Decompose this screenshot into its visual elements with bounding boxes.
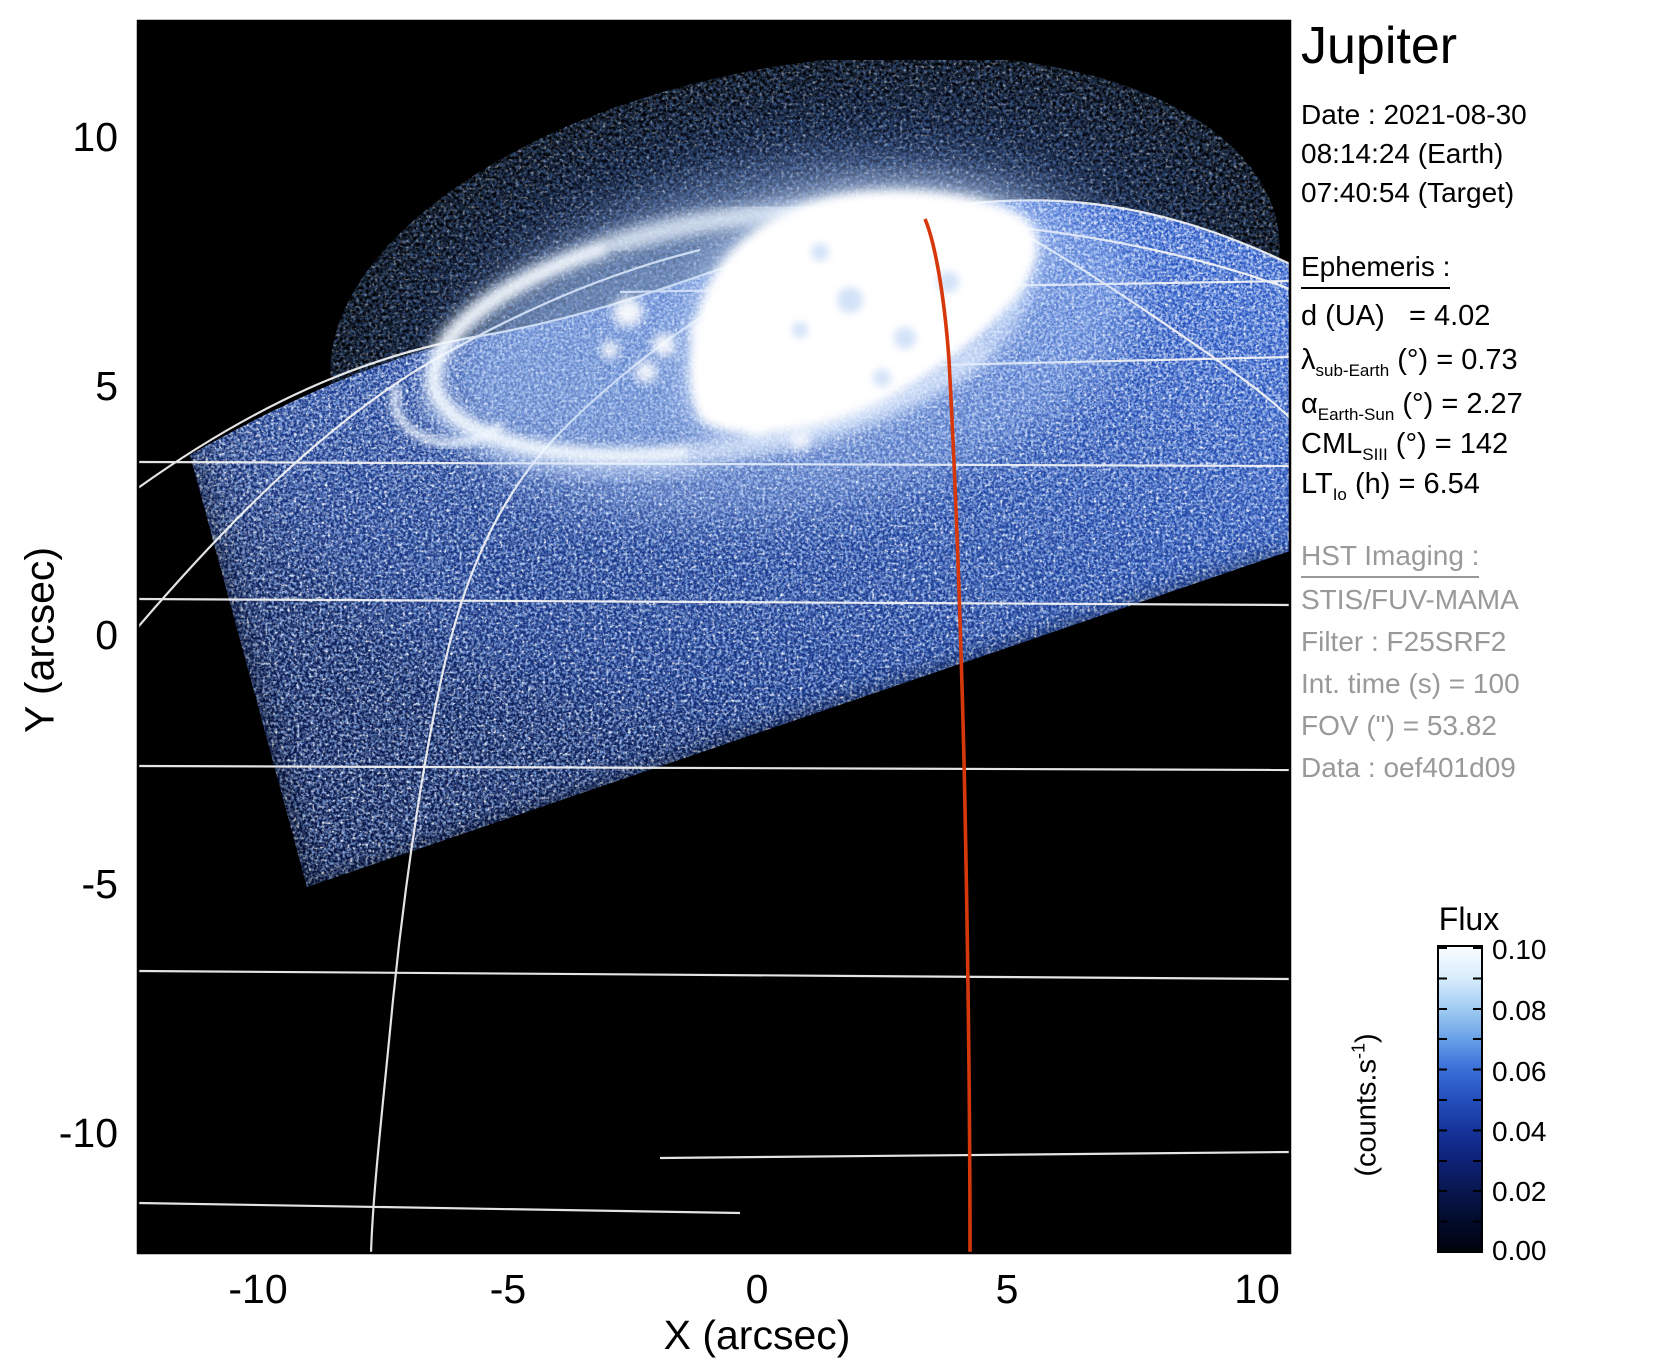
y-tick-label: 0 xyxy=(95,612,118,658)
hst-integration-time: Int. time (s) = 100 xyxy=(1301,668,1520,699)
x-tick-label: 0 xyxy=(745,1266,769,1312)
colorbar-tick-label: 0.08 xyxy=(1492,995,1547,1026)
colorbar-tick-label: 0.04 xyxy=(1492,1116,1547,1147)
latitude-line xyxy=(138,969,1290,981)
observation-earth-time: 08:14:24 (Earth) xyxy=(1301,138,1504,169)
y-axis-title: Y (arcsec) xyxy=(16,546,63,734)
colorbar-gradient xyxy=(1437,945,1483,1253)
auroral-oval xyxy=(391,161,1136,519)
hst-dataset: Data : oef401d09 xyxy=(1301,752,1516,783)
colorbar-unit-label: (counts.s-1) xyxy=(1348,1033,1383,1177)
latitude-line xyxy=(138,764,1290,772)
ephemeris-row-distance: d (UA) = 4.02 xyxy=(1301,300,1491,332)
oval-left-crescent xyxy=(427,240,691,463)
latitude-line xyxy=(138,1201,741,1215)
main-emission-blob xyxy=(689,190,1038,434)
hst-fov: FOV (") = 53.82 xyxy=(1301,710,1497,741)
y-tick-label: -5 xyxy=(81,861,118,907)
x-axis-title: X (arcsec) xyxy=(663,1312,851,1358)
colorbar-tick-label: 0.06 xyxy=(1492,1056,1547,1087)
x-tick-label: 5 xyxy=(995,1266,1019,1312)
y-tick-label: 5 xyxy=(95,363,118,409)
page-title: Jupiter xyxy=(1301,17,1458,75)
hst-imaging-heading: HST Imaging : xyxy=(1301,540,1480,578)
io-footprint-arc xyxy=(391,384,505,448)
observation-date: Date : 2021-08-30 xyxy=(1301,99,1527,130)
plot-frame xyxy=(136,19,1292,1255)
ephemeris-row-phase-angle: αEarth-Sun (°) = 2.27 xyxy=(1301,388,1523,424)
colorbar-tick-label: 0.00 xyxy=(1492,1235,1547,1266)
x-tick-label: 10 xyxy=(1234,1266,1280,1312)
colorbar-title: Flux xyxy=(1438,901,1500,937)
hst-instrument: STIS/FUV-MAMA xyxy=(1301,584,1519,615)
observation-target-time: 07:40:54 (Target) xyxy=(1301,177,1515,208)
hst-filter: Filter : F25SRF2 xyxy=(1301,626,1507,657)
ephemeris-heading: Ephemeris : xyxy=(1301,251,1451,289)
colorbar-tick-label: 0.02 xyxy=(1492,1176,1547,1207)
y-tick-label: 10 xyxy=(72,114,118,160)
colorbar-tick-label: 0.10 xyxy=(1492,934,1547,965)
ephemeris-row-sub-earth-latitude: λsub-Earth (°) = 0.73 xyxy=(1301,344,1518,380)
x-tick-label: -5 xyxy=(489,1266,527,1312)
x-tick-label: -10 xyxy=(228,1266,288,1312)
latitude-line xyxy=(138,597,1290,607)
ephemeris-row-io-local-time: LTIo (h) = 6.54 xyxy=(1301,468,1480,504)
ephemeris-row-cml: CMLSIII (°) = 142 xyxy=(1301,428,1509,464)
y-tick-label: -10 xyxy=(58,1110,118,1156)
latitude-line xyxy=(659,1150,1290,1160)
cml-meridian-red-line xyxy=(923,218,972,1253)
